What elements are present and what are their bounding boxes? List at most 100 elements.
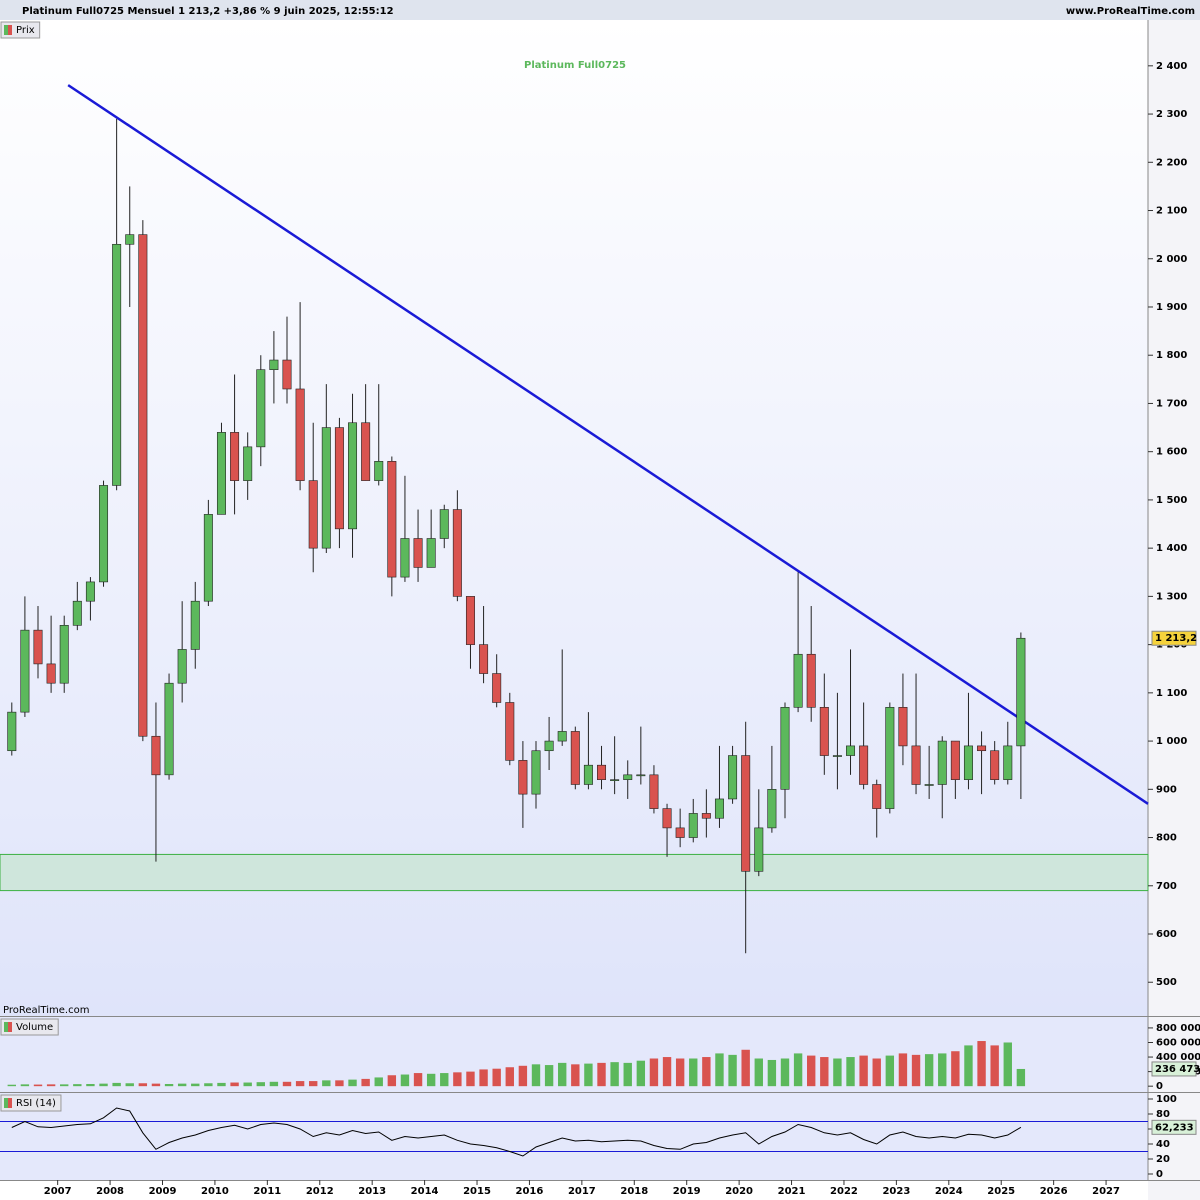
candle-body — [334, 427, 344, 530]
legend-swatch — [4, 1098, 8, 1108]
y-tick-label: 2 000 — [1156, 254, 1187, 265]
y-tick-label: 600 — [1156, 929, 1177, 940]
candle-body — [505, 702, 515, 761]
volume-bar — [728, 1054, 737, 1087]
candle-body — [649, 774, 659, 809]
volume-bar — [597, 1062, 606, 1087]
x-tick-label: 2014 — [411, 1186, 439, 1197]
volume-bar — [453, 1072, 462, 1087]
volume-bar — [177, 1083, 187, 1087]
y-tick-label: 800 — [1156, 833, 1177, 844]
y-tick-label: 700 — [1156, 881, 1177, 892]
volume-bar — [164, 1083, 174, 1087]
candle-body — [570, 731, 580, 785]
candle-body — [1003, 745, 1013, 780]
volume-bar — [361, 1078, 370, 1087]
volume-bar — [531, 1064, 541, 1087]
candle-body — [387, 461, 397, 578]
y-tick-label: 1 800 — [1156, 350, 1187, 361]
candle-body — [190, 600, 200, 650]
candle-body — [348, 422, 358, 530]
x-tick-label: 2019 — [673, 1186, 701, 1197]
volume-bar — [964, 1045, 973, 1087]
x-tick-label: 2018 — [620, 1186, 648, 1197]
candle-body — [203, 514, 213, 602]
axis-strip — [1148, 20, 1200, 1200]
volume-bar — [20, 1084, 30, 1087]
y-tick-label: 1 600 — [1156, 447, 1187, 458]
volume-bar — [767, 1059, 777, 1087]
candle-body — [898, 707, 908, 747]
candle-body — [544, 740, 554, 752]
candle-body — [806, 653, 816, 708]
candle-body — [269, 359, 279, 370]
y-tick-label: 0 — [1156, 1169, 1163, 1180]
candle-body — [728, 755, 738, 800]
volume-bar — [492, 1068, 501, 1087]
volume-bar — [112, 1082, 121, 1087]
candle-body — [452, 509, 462, 597]
y-tick-label: 400 000 — [1156, 1052, 1200, 1063]
legend-swatch — [8, 25, 12, 35]
volume-bar — [295, 1081, 305, 1087]
header-site[interactable]: www.ProRealTime.com — [1066, 6, 1195, 17]
y-tick-label: 1 300 — [1156, 591, 1187, 602]
candle-body — [780, 707, 790, 790]
candle-body — [20, 629, 30, 713]
price-pane — [0, 20, 1148, 1016]
candle-body — [46, 663, 56, 684]
volume-bar — [584, 1063, 593, 1087]
volume-bar — [7, 1084, 16, 1087]
chart-title: Platinum Full0725 — [524, 60, 626, 71]
candle-body — [924, 784, 934, 786]
volume-bar — [702, 1057, 711, 1087]
support-zone — [0, 853, 1149, 892]
candle-body — [59, 625, 69, 684]
candle-body — [662, 808, 672, 829]
candle-body — [465, 596, 475, 645]
volume-bar — [440, 1073, 449, 1087]
volume-bar — [138, 1083, 148, 1087]
volume-bar — [73, 1084, 82, 1087]
volume-bar — [46, 1084, 56, 1087]
volume-bar — [820, 1057, 829, 1087]
y-tick-label: 40 — [1156, 1139, 1170, 1150]
volume-bar — [1003, 1042, 1012, 1087]
candle-body — [701, 813, 711, 819]
last-value-box — [1151, 1119, 1197, 1135]
last-value-label: 236 473 — [1155, 1064, 1200, 1075]
candle-body — [479, 644, 489, 674]
candle-body — [872, 784, 882, 809]
volume-bar — [558, 1062, 567, 1087]
candle-body — [112, 243, 122, 486]
candle-body — [295, 388, 305, 481]
candle-body — [7, 711, 17, 752]
pane-label: Volume — [16, 1022, 53, 1033]
volume-bar — [872, 1058, 881, 1087]
y-tick-label: 1 400 — [1156, 543, 1187, 554]
volume-bar — [898, 1053, 908, 1087]
candle-body — [1016, 637, 1026, 747]
candle-body — [243, 446, 253, 481]
volume-bar — [125, 1083, 134, 1087]
x-tick-label: 2026 — [1040, 1186, 1068, 1197]
header-bar — [0, 0, 1200, 20]
volume-bar — [715, 1053, 724, 1087]
pane-label-box — [0, 1018, 59, 1036]
candle-body — [583, 764, 593, 785]
x-tick-label: 2013 — [358, 1186, 386, 1197]
header-title: Platinum Full0725 Mensuel 1 213,2 +3,86 … — [22, 6, 394, 17]
volume-bar — [662, 1057, 672, 1087]
pane-label: RSI (14) — [16, 1098, 56, 1109]
candle-body — [125, 234, 135, 245]
candle-body — [990, 750, 1000, 780]
volume-bar — [623, 1062, 632, 1087]
volume-bar — [977, 1041, 986, 1087]
x-tick-label: 2017 — [568, 1186, 596, 1197]
y-tick-label: 100 — [1156, 1094, 1177, 1105]
volume-bar — [924, 1054, 934, 1087]
y-tick-label: 80 — [1156, 1109, 1170, 1120]
candle-body — [623, 774, 633, 780]
volume-bar — [426, 1073, 436, 1087]
